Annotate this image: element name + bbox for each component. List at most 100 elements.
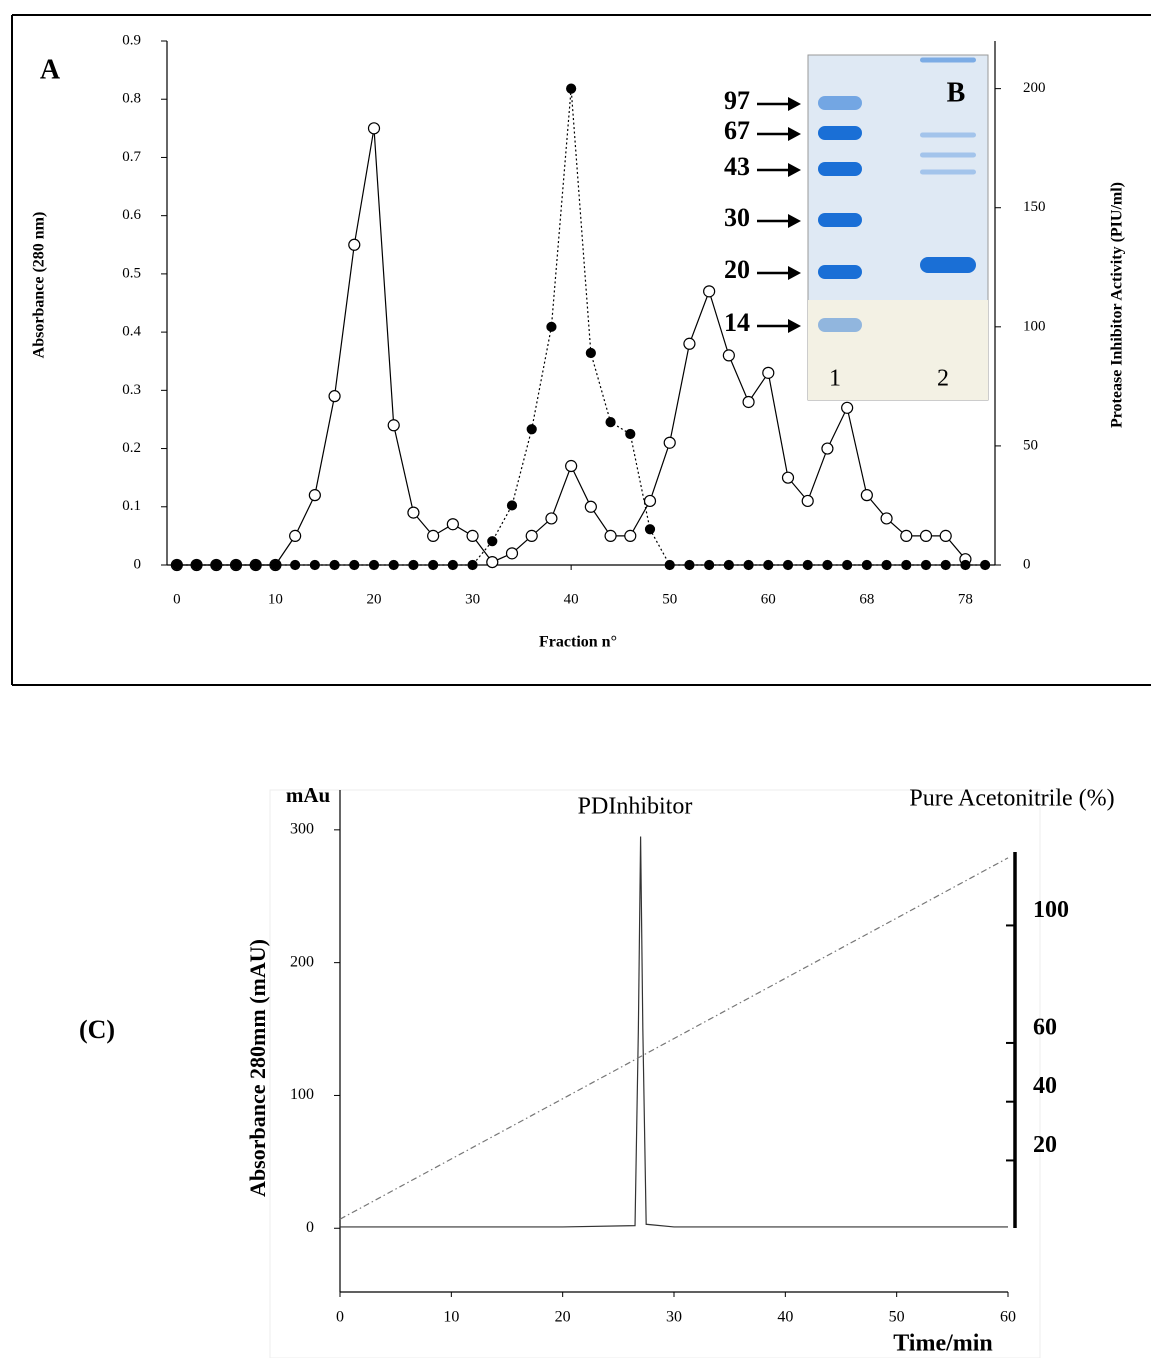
data-point [309, 559, 320, 571]
y-tick-label: 0.7 [122, 149, 141, 165]
data-point [368, 559, 380, 571]
y2-tick-label: 0 [1023, 556, 1031, 572]
y-tick-label: 0.1 [122, 498, 141, 514]
marker-label: 97 [724, 86, 750, 115]
data-point [781, 471, 795, 484]
data-point [329, 559, 340, 571]
marker-label: 14 [724, 308, 750, 337]
panel-label: A [40, 54, 61, 85]
y-axis-label: Absorbance 280mm (mAU) [245, 939, 270, 1197]
data-point [526, 424, 537, 435]
data-point [466, 529, 479, 542]
y2-tick-label: 40 [1033, 1073, 1057, 1099]
y-tick-label: 0 [306, 1219, 314, 1236]
sample-band [920, 152, 976, 158]
data-point [822, 559, 833, 571]
data-point [860, 489, 873, 502]
x-axis-label: Fraction n° [539, 634, 617, 651]
gel-bottom [808, 300, 988, 400]
data-point [270, 559, 281, 571]
data-point [546, 321, 557, 332]
data-point [428, 559, 439, 571]
y-tick-label: 0.8 [122, 91, 141, 107]
data-point [940, 559, 951, 571]
marker-arrowhead [788, 163, 801, 177]
data-point [447, 559, 458, 571]
data-point [920, 559, 932, 571]
y-tick-label: 0.2 [122, 440, 141, 456]
panel-frame [11, 14, 1151, 686]
data-point [703, 285, 716, 298]
data-point [743, 559, 754, 571]
gel-inset [807, 54, 989, 401]
sample-band [920, 132, 976, 138]
data-point [644, 524, 656, 535]
marker-arrowhead [788, 127, 801, 141]
data-point [881, 559, 892, 571]
data-point [841, 401, 854, 414]
data-point [487, 536, 498, 547]
y2-tick-label: 100 [1023, 318, 1046, 334]
data-point [545, 512, 558, 525]
x-tick-label: 30 [465, 591, 480, 607]
data-point [742, 395, 755, 409]
marker-band [818, 126, 862, 140]
y-unit: mAu [286, 783, 331, 807]
marker-label: 67 [724, 116, 750, 145]
data-point [230, 559, 242, 571]
lane-label: 2 [937, 366, 949, 392]
data-point [407, 506, 420, 519]
y-tick-label: 200 [290, 953, 314, 970]
data-point [388, 559, 399, 571]
x-tick-label: 10 [443, 1309, 459, 1326]
y2-tick-label: 200 [1023, 80, 1046, 96]
data-point [723, 559, 734, 571]
y2-axis-label: Pure Acetonitrile (%) [909, 786, 1114, 812]
gel-label: B [947, 77, 966, 108]
marker-band [818, 318, 862, 332]
annotation: PDInhibitor [578, 794, 693, 820]
data-point [625, 428, 636, 440]
marker-band [818, 213, 862, 227]
x-tick-label: 20 [555, 1309, 571, 1326]
y2-tick-label: 150 [1023, 199, 1046, 215]
data-point [348, 238, 361, 251]
x-tick-label: 50 [662, 591, 677, 607]
data-point [408, 559, 419, 571]
y-tick-label: 0.9 [122, 32, 141, 48]
sample-band [920, 57, 976, 63]
y-tick-label: 0.3 [122, 382, 141, 398]
data-point [191, 559, 202, 571]
marker-arrowhead [788, 266, 801, 280]
x-tick-label: 0 [173, 591, 181, 607]
data-point [290, 559, 301, 571]
data-point [919, 529, 933, 542]
sample-band [920, 169, 976, 175]
x-tick-label: 60 [1000, 1309, 1016, 1326]
x-tick-label: 60 [761, 591, 776, 607]
data-point [842, 559, 853, 571]
series-line [340, 836, 1008, 1228]
y-tick-label: 0.4 [122, 324, 141, 340]
x-tick-label: 68 [859, 591, 874, 607]
x-tick-label: 50 [889, 1309, 905, 1326]
data-point [565, 459, 578, 473]
x-tick-label: 78 [958, 591, 973, 607]
marker-label: 20 [724, 255, 750, 284]
y-tick-label: 100 [290, 1086, 314, 1103]
data-point [664, 559, 675, 571]
y-tick-label: 0.6 [122, 207, 141, 223]
sample-band [920, 257, 976, 273]
marker-band [818, 265, 862, 279]
panel-c-frame [269, 789, 1041, 1358]
data-point [880, 512, 893, 525]
data-point [250, 559, 261, 571]
data-point [566, 83, 577, 94]
data-point [861, 559, 872, 571]
data-point [763, 559, 774, 571]
data-point [171, 559, 182, 571]
x-tick-label: 0 [336, 1309, 344, 1326]
x-tick-label: 40 [564, 591, 579, 607]
